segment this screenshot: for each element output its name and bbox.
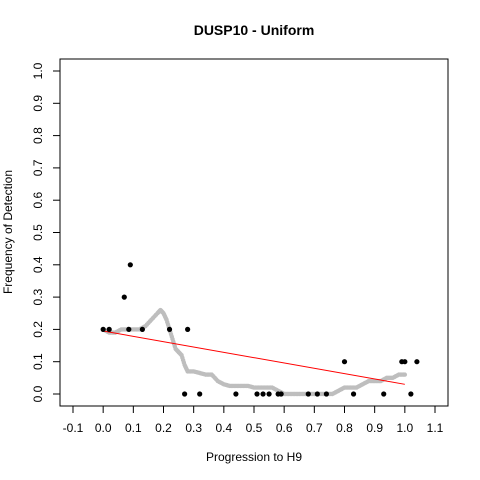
- observed-point: [323, 391, 329, 397]
- fit-line: [103, 330, 405, 385]
- observed-point: [350, 391, 357, 397]
- observed-point: [266, 391, 272, 397]
- y-tick-label: 0.1: [31, 353, 45, 370]
- y-tick-label: 0.2: [31, 321, 45, 338]
- observed-point: [254, 391, 260, 397]
- y-tick-label: 0.8: [31, 127, 45, 144]
- y-tick-label: 0.7: [31, 159, 45, 176]
- x-tick-label: 0.1: [125, 421, 142, 435]
- x-tick-label: 0.5: [246, 421, 263, 435]
- y-tick-label: 1.0: [31, 62, 45, 79]
- smoothed-series: [100, 307, 408, 397]
- observed-point: [166, 326, 173, 332]
- x-tick-label: 0.2: [155, 421, 172, 435]
- x-tick-label: 0.4: [215, 421, 232, 435]
- y-tick-label: 0.4: [31, 256, 45, 273]
- observed-point: [106, 326, 112, 332]
- observed-point: [121, 294, 127, 300]
- observed-point: [402, 359, 408, 365]
- observed-point: [278, 391, 284, 397]
- observed-point: [314, 391, 320, 397]
- x-tick-label: 0.3: [185, 421, 202, 435]
- observed-point: [185, 326, 191, 332]
- observed-point: [182, 391, 188, 397]
- observed-point: [197, 391, 203, 397]
- y-axis: 0.0 0.1 0.2 0.3 0.4 0.5 0.6 0.7 0.8 0.9 1.0: [31, 62, 61, 402]
- y-tick-label: 0.0: [31, 385, 45, 402]
- x-tick-label: -0.1: [63, 421, 84, 435]
- observed-point: [100, 326, 106, 332]
- observed-point: [260, 391, 266, 397]
- plot-area-border: [59, 58, 449, 407]
- observed-series: [100, 262, 420, 397]
- observed-point: [414, 359, 420, 365]
- chart-title: DUSP10 - Uniform: [194, 22, 315, 38]
- observed-point: [233, 391, 239, 397]
- smoothed-point: [402, 372, 408, 377]
- y-tick-label: 0.6: [31, 192, 45, 209]
- observed-point: [126, 326, 132, 332]
- y-tick-label: 0.5: [31, 224, 45, 241]
- x-axis-label: Progression to H9: [206, 450, 302, 464]
- x-tick-label: 0.8: [336, 421, 353, 435]
- y-axis-label: Frequency of Detection: [1, 170, 15, 294]
- observed-point: [341, 359, 348, 365]
- x-tick-label: 0.9: [366, 421, 383, 435]
- observed-point: [127, 262, 133, 268]
- observed-point: [381, 391, 387, 397]
- x-tick-label: 1.1: [427, 421, 444, 435]
- x-tick-label: 0.6: [276, 421, 293, 435]
- observed-point: [305, 391, 311, 397]
- x-tick-label: 1.0: [396, 421, 413, 435]
- observed-point: [139, 326, 145, 332]
- x-axis: -0.1 0.0 0.1 0.2 0.3 0.4 0.5 0.6 0.7 0.8 0.9 1.0 1.1: [63, 405, 444, 435]
- y-tick-label: 0.9: [31, 95, 45, 112]
- observed-point: [408, 391, 414, 397]
- x-tick-label: 0.7: [306, 421, 323, 435]
- x-tick-label: 0.0: [95, 421, 112, 435]
- y-tick-label: 0.3: [31, 288, 45, 305]
